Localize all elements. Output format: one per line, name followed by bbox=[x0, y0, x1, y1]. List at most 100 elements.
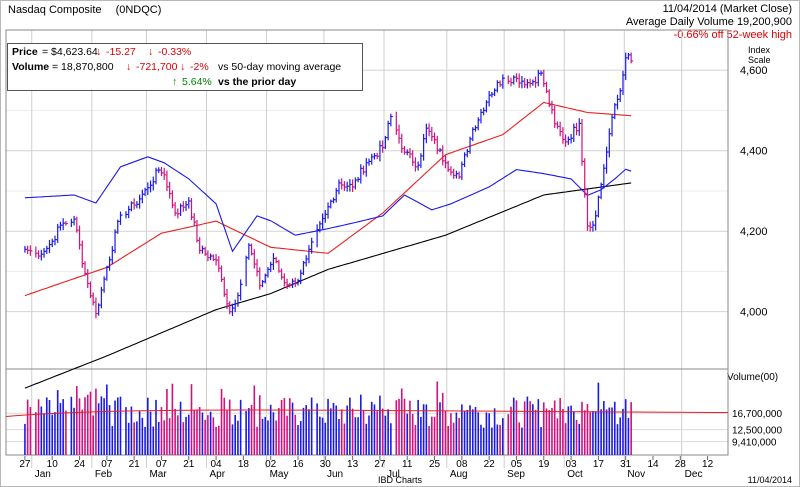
volume-bar bbox=[360, 394, 362, 455]
volume-bar bbox=[56, 390, 59, 455]
price-value: = $4,623.64 bbox=[42, 46, 98, 58]
volume-bar bbox=[496, 424, 499, 455]
down-arrow-icon: ↓ bbox=[126, 61, 132, 73]
vs-prior-day-label: vs the prior day bbox=[218, 76, 297, 88]
x-month-label: Feb bbox=[95, 469, 113, 480]
volume-bar bbox=[422, 404, 425, 455]
volume-bar bbox=[608, 407, 611, 455]
volume-bar bbox=[108, 405, 111, 455]
volume-bar bbox=[368, 415, 370, 455]
volume-bar bbox=[556, 418, 559, 455]
volume-bar bbox=[518, 422, 520, 455]
volume-bar bbox=[450, 413, 452, 455]
volume-change: -721,700 bbox=[136, 61, 178, 73]
volume-bar bbox=[597, 382, 600, 455]
volume-bar bbox=[223, 397, 226, 455]
x-month-label: Jun bbox=[327, 469, 343, 480]
volume-bar bbox=[119, 396, 122, 455]
volume-bar bbox=[250, 404, 253, 455]
x-tick-label: 21 bbox=[129, 459, 141, 470]
volume-bar bbox=[327, 398, 329, 455]
volume-bar bbox=[529, 401, 531, 455]
volume-bar bbox=[594, 411, 597, 455]
volume-bar bbox=[166, 388, 168, 455]
volume-bar bbox=[384, 415, 387, 455]
volume-bar bbox=[439, 402, 441, 455]
volume-bar bbox=[551, 407, 553, 455]
volume-bar bbox=[420, 416, 422, 455]
volume-bar bbox=[37, 399, 40, 455]
volume-bar bbox=[414, 424, 417, 455]
volume-bar bbox=[376, 411, 378, 455]
x-month-label: Apr bbox=[210, 469, 226, 480]
volume-bar bbox=[586, 404, 589, 455]
volume-bar bbox=[351, 408, 354, 455]
volume-bar bbox=[578, 423, 581, 455]
volume-bar bbox=[111, 426, 114, 455]
x-month-label: Jul bbox=[387, 469, 400, 480]
volume-bar bbox=[280, 399, 283, 455]
volume-bar bbox=[218, 425, 220, 455]
volume-bar bbox=[267, 420, 269, 455]
volume-bar bbox=[499, 424, 501, 455]
volume-bar bbox=[630, 402, 632, 455]
volume-bar bbox=[275, 420, 277, 455]
ma50-line bbox=[24, 101, 632, 297]
volume-bar bbox=[613, 401, 616, 455]
volume-bar bbox=[286, 415, 288, 455]
volume-bar bbox=[278, 408, 280, 455]
volume-bar bbox=[507, 414, 510, 455]
volume-bar bbox=[562, 409, 564, 455]
volume-bar bbox=[605, 409, 608, 455]
volume-bar bbox=[335, 405, 338, 455]
volume-bar bbox=[390, 423, 392, 455]
volume-bar bbox=[349, 397, 351, 455]
x-month-label: Jan bbox=[35, 469, 51, 480]
avg-volume-line: Average Daily Volume 19,200,900 bbox=[625, 16, 792, 28]
header-summary: 11/04/2014 (Market Close) Average Daily … bbox=[626, 3, 792, 42]
volume-bar bbox=[485, 412, 488, 455]
volume-bar bbox=[321, 417, 324, 455]
volume-bar bbox=[600, 409, 602, 455]
volume-bar bbox=[106, 384, 108, 455]
volume-bar bbox=[149, 411, 152, 455]
volume-bar bbox=[103, 398, 105, 455]
volume-bar bbox=[583, 410, 586, 455]
x-month-label: May bbox=[270, 469, 289, 480]
volume-bar bbox=[403, 398, 406, 455]
volume-bar bbox=[294, 414, 297, 455]
x-tick-label: 17 bbox=[593, 459, 605, 470]
x-tick-label: 27 bbox=[374, 459, 386, 470]
down-arrow-icon: ↓ bbox=[148, 46, 154, 58]
volume-bar bbox=[362, 409, 365, 455]
volume-bar bbox=[45, 397, 48, 455]
volume-bar bbox=[138, 411, 141, 455]
volume-bar bbox=[133, 422, 135, 455]
x-tick-label: 16 bbox=[292, 459, 304, 470]
volume-bar bbox=[357, 417, 359, 455]
x-tick-label: 05 bbox=[511, 459, 523, 470]
volume-bar bbox=[220, 388, 223, 455]
volume-bar bbox=[387, 409, 389, 455]
volume-bar bbox=[256, 426, 258, 455]
x-tick-label: 22 bbox=[484, 459, 496, 470]
volume-bar bbox=[332, 402, 335, 455]
volume-bar bbox=[398, 398, 400, 455]
volume-bar bbox=[469, 405, 471, 455]
volume-bar bbox=[212, 417, 215, 455]
volume-bar bbox=[130, 406, 133, 455]
x-tick-label: 28 bbox=[675, 459, 687, 470]
volume-bar bbox=[253, 385, 256, 455]
volume-bar bbox=[155, 399, 157, 455]
volume-bar bbox=[84, 397, 86, 455]
volume-bar bbox=[458, 418, 460, 455]
x-month-label: Oct bbox=[567, 469, 583, 480]
volume-bar bbox=[215, 426, 217, 455]
volume-bars bbox=[24, 381, 632, 455]
volume-bar bbox=[474, 407, 477, 455]
x-tick-label: 08 bbox=[456, 459, 468, 470]
volume-bar bbox=[319, 416, 321, 455]
price-info-box: Price = $4,623.64 ↓ -15.27 ↓ -0.33% Volu… bbox=[7, 43, 363, 91]
x-tick-label: 19 bbox=[538, 459, 550, 470]
volume-bar bbox=[515, 400, 518, 455]
